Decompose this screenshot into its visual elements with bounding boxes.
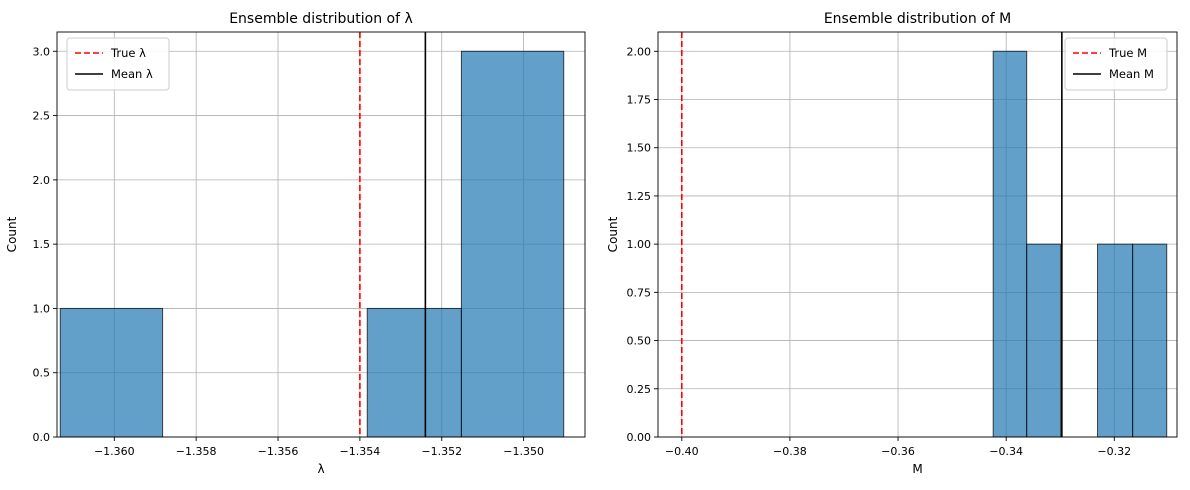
legend-box bbox=[1064, 37, 1168, 91]
legend: True λ Mean λ bbox=[66, 37, 170, 91]
x-tick-label: −1.360 bbox=[94, 445, 135, 458]
legend-entry-label: Mean λ bbox=[111, 67, 153, 81]
x-tick-label: −1.354 bbox=[340, 445, 381, 458]
x-tick-label: −0.38 bbox=[773, 445, 807, 458]
histogram-bar bbox=[366, 307, 462, 438]
y-tick-label: 0.25 bbox=[627, 383, 652, 396]
histogram-bar bbox=[59, 307, 164, 438]
x-tick-label: −0.32 bbox=[1097, 445, 1131, 458]
m-histogram-panel: −0.40 −0.38 −0.36 −0.34 −0.32 0.00 0.25 0.50 0.7… bbox=[606, 11, 1178, 476]
y-tick-label: 1.5 bbox=[33, 238, 51, 251]
x-tick-label: −0.40 bbox=[665, 445, 699, 458]
legend-entry-label: True M bbox=[1108, 46, 1147, 60]
y-axis-label: Count bbox=[5, 216, 19, 252]
x-tick-label: −1.352 bbox=[421, 445, 462, 458]
y-tick-label: 2.0 bbox=[33, 174, 51, 187]
histogram-bar bbox=[1026, 243, 1062, 438]
histogram-bar bbox=[1132, 243, 1168, 438]
legend-box bbox=[66, 37, 170, 91]
x-tick-label: −0.34 bbox=[989, 445, 1023, 458]
legend: True M Mean M bbox=[1064, 37, 1168, 91]
x-tick-label: −0.36 bbox=[881, 445, 915, 458]
legend-entry-label: True λ bbox=[110, 46, 146, 60]
x-axis-label: λ bbox=[317, 462, 324, 476]
y-tick-label: 0.75 bbox=[627, 286, 652, 299]
x-axis-label: M bbox=[912, 462, 922, 476]
plot-frame bbox=[56, 31, 586, 438]
y-tick-label: 1.75 bbox=[627, 94, 652, 107]
chart-title: Ensemble distribution of M bbox=[824, 11, 1011, 27]
x-tick-label: −1.358 bbox=[176, 445, 217, 458]
y-tick-label: 0.0 bbox=[33, 431, 51, 444]
lambda-histogram-panel: −1.360 −1.358 −1.356 −1.354 −1.352 −1.350 0.0 0… bbox=[5, 11, 586, 476]
histogram-bar bbox=[1097, 243, 1134, 438]
plot-frame bbox=[657, 31, 1178, 438]
y-tick-label: 2.5 bbox=[33, 110, 51, 123]
legend-entry-label: Mean M bbox=[1109, 67, 1154, 81]
histogram-bar bbox=[460, 50, 565, 438]
chart-title: Ensemble distribution of λ bbox=[229, 11, 413, 27]
y-tick-label: 1.0 bbox=[33, 302, 51, 315]
y-axis-label: Count bbox=[606, 216, 620, 252]
y-tick-label: 0.50 bbox=[627, 335, 652, 348]
y-tick-label: 1.25 bbox=[627, 190, 652, 203]
x-tick-label: −1.356 bbox=[258, 445, 299, 458]
y-tick-label: 1.50 bbox=[627, 142, 652, 155]
y-tick-label: 0.00 bbox=[627, 431, 652, 444]
histogram-bar bbox=[992, 50, 1028, 438]
y-tick-label: 3.0 bbox=[33, 45, 51, 58]
y-tick-label: 0.5 bbox=[33, 367, 51, 380]
x-tick-label: −1.350 bbox=[503, 445, 544, 458]
y-tick-label: 2.00 bbox=[627, 45, 652, 58]
y-tick-label: 1.00 bbox=[627, 238, 652, 251]
